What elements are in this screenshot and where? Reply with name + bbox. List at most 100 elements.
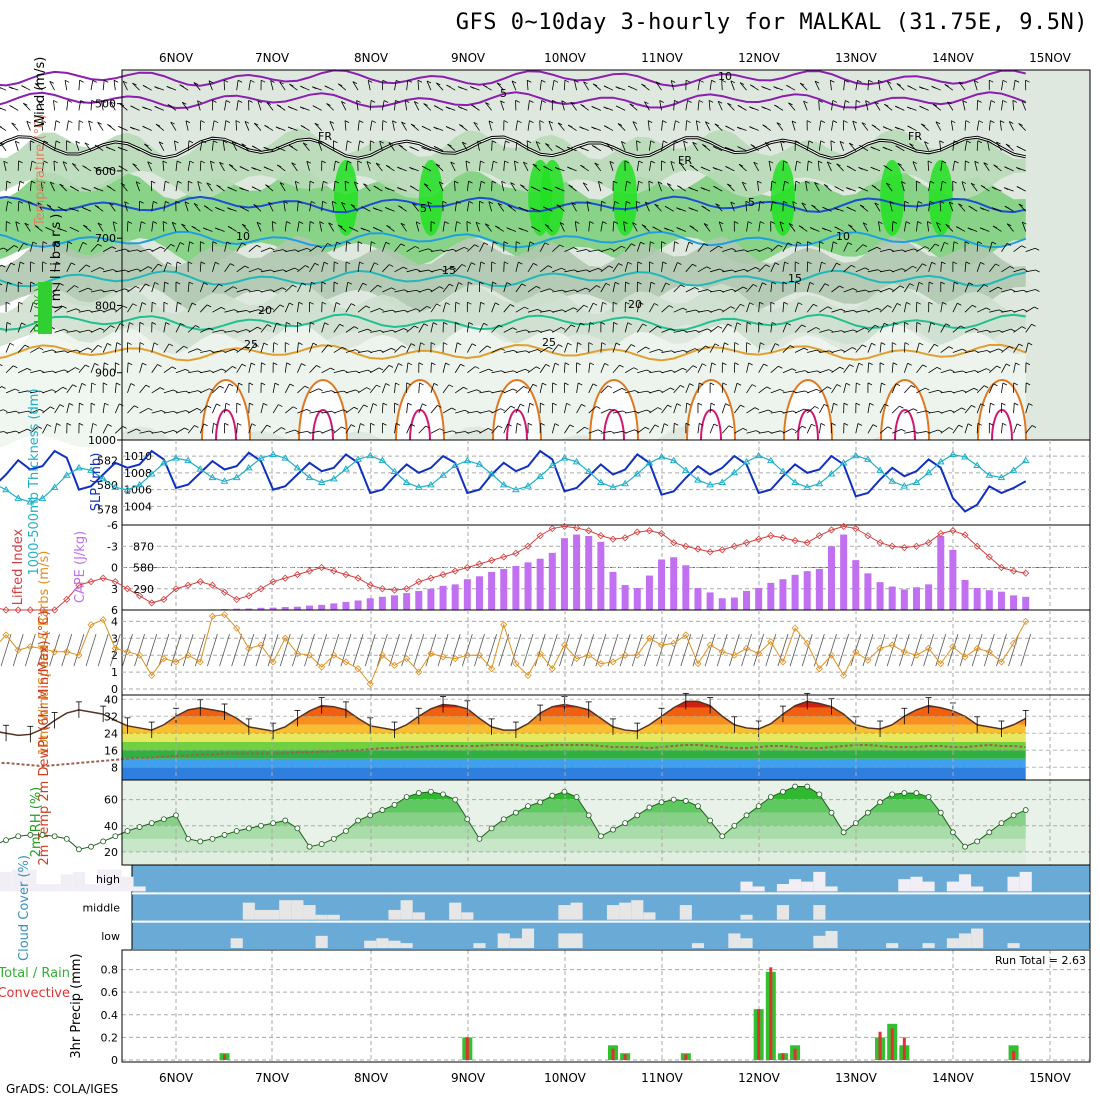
wind-barb — [552, 267, 562, 273]
wind-barb — [606, 143, 614, 151]
temp-color-band — [122, 724, 1026, 734]
wind-barb — [139, 221, 142, 232]
wind-barb-flag — [852, 347, 857, 350]
thickness-marker — [961, 452, 969, 460]
wind-barb-flag — [38, 347, 44, 351]
wind-barb-flag — [987, 140, 992, 144]
cape-bar — [985, 590, 993, 610]
wind-barb — [511, 80, 517, 91]
wind-barb-flag — [993, 383, 998, 387]
day-label-bottom: 14NOV — [932, 1071, 974, 1085]
wind-barb — [37, 202, 43, 212]
wind-barb-flag — [378, 367, 384, 371]
wind-barb — [284, 221, 287, 232]
wind-barb-flag — [92, 79, 97, 83]
wind-barb — [49, 181, 55, 192]
wind-barb — [916, 221, 918, 232]
wind-barb-flag — [939, 140, 944, 144]
wind-barb-flag — [754, 407, 760, 410]
wind-barb-flag — [500, 408, 505, 412]
wind-barb-flag — [55, 120, 61, 123]
wind-barb-flag — [227, 207, 232, 211]
wind-barb-flag — [936, 366, 942, 370]
wind-barb-flag — [731, 288, 737, 292]
wind-barb — [770, 181, 773, 192]
wind-barb-flag — [414, 246, 420, 249]
wind-barb-flag — [548, 346, 553, 350]
cape-bar — [767, 582, 775, 610]
wind-barb-flag — [535, 366, 541, 370]
wind-barb-flag — [592, 302, 598, 306]
wind-barb — [170, 121, 177, 131]
wind-barb-flag — [1005, 363, 1011, 367]
thickness-marker — [645, 459, 654, 466]
wind-barb — [467, 410, 478, 414]
wind-barb — [370, 349, 381, 353]
wind-barb-flag — [273, 342, 278, 345]
wind-barb — [394, 266, 404, 273]
cape-bar — [439, 585, 447, 610]
wind-barb — [940, 302, 943, 313]
wind-barb-flag — [930, 322, 936, 325]
wind-barb — [466, 282, 469, 293]
wind-barb-flag — [865, 100, 870, 103]
wind-barb-flag — [917, 221, 922, 224]
wind-speed-marker — [573, 655, 581, 663]
wind-barb-flag — [650, 241, 655, 245]
wind-barb — [0, 142, 7, 151]
li-marker — [51, 606, 59, 614]
wind-barb-flag — [727, 102, 732, 106]
wind-barb — [297, 265, 306, 273]
wind-barb-flag — [130, 105, 135, 109]
wind-barb-flag — [162, 160, 168, 164]
li-marker — [148, 599, 156, 607]
wind-barb-flag — [162, 221, 168, 224]
isotherm-line — [0, 91, 1027, 110]
wind-barb-flag — [990, 402, 995, 406]
wind-barb — [673, 403, 678, 414]
wind-barb-flag — [683, 140, 688, 144]
thickness-marker — [159, 459, 168, 466]
wind-barb-flag — [719, 308, 724, 312]
wind-barb — [903, 363, 908, 373]
surface-wind-barb — [644, 633, 655, 667]
wind-barb-flag — [848, 224, 853, 228]
wind-barb — [224, 100, 227, 111]
wind-barb-flag — [547, 265, 553, 268]
contour-label: FR — [318, 130, 332, 143]
wind-barb-flag — [309, 301, 314, 305]
wind-barb — [321, 201, 323, 212]
wind-barb — [661, 387, 671, 394]
wind-barb-flag — [68, 120, 73, 124]
wind-barb-flag — [717, 100, 723, 104]
thickness-marker — [2, 485, 10, 493]
wind-barb-flag — [107, 423, 112, 427]
wind-barb-flag — [398, 205, 403, 209]
cloud-low-bar — [315, 935, 328, 948]
wind-barb-flag — [927, 221, 932, 224]
rh-band — [0, 235, 1026, 314]
wind-speed-marker — [330, 651, 338, 659]
wind-barb-flag — [791, 120, 797, 124]
thickness-marker — [184, 456, 193, 464]
wind-speed-marker — [985, 648, 993, 656]
cloud-high-bar — [922, 881, 935, 892]
wind-barb-flag — [195, 325, 200, 328]
wind-barb-flag — [129, 322, 134, 325]
wind-barb — [1025, 306, 1035, 313]
wind-barb-flag — [471, 343, 477, 347]
wind-barb — [297, 363, 302, 373]
thickness-marker — [815, 479, 824, 487]
wind-barb-flag — [1025, 362, 1031, 366]
wind-barb — [369, 241, 372, 252]
wind-barb-flag — [788, 223, 794, 226]
wind-barb — [768, 160, 772, 171]
wind-barb-flag — [184, 427, 189, 431]
wind-barb — [588, 322, 591, 333]
wind-barb — [510, 182, 517, 192]
rh-marker — [500, 816, 507, 823]
wind-barb-flag — [625, 281, 630, 285]
wind-barb-flag — [428, 288, 433, 292]
thickness-marker — [487, 470, 496, 477]
wind-barb — [345, 303, 352, 313]
